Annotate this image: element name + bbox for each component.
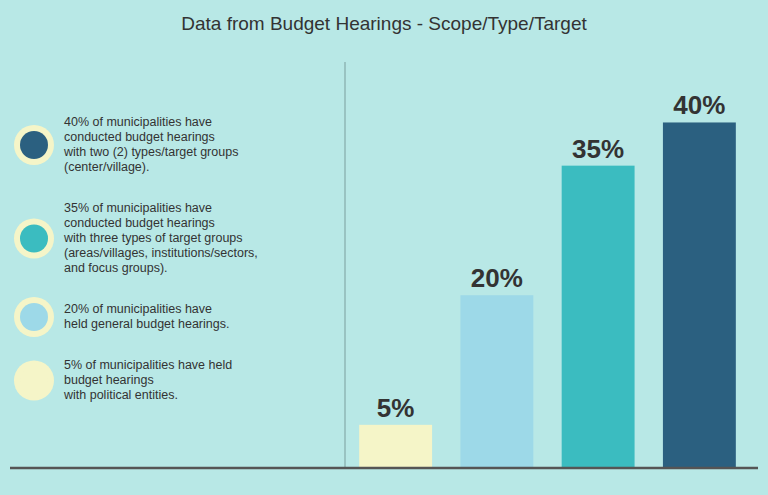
annotation-ring [14,125,54,165]
annotation-marker [20,367,48,395]
annotation-marker [20,225,48,253]
chart: Data from Budget Hearings - Scope/Type/T… [0,0,768,495]
data-label: 5% [377,393,415,423]
annotation-line: with three types of target groups [63,231,243,245]
annotation-line: 20% of municipalities have [64,302,212,316]
annotation-line: (center/village). [64,160,149,174]
annotation-ring [14,361,54,401]
data-label: 40% [673,90,725,120]
annotation-line: 5% of municipalities have held [64,358,232,372]
annotation-line: conducted budget hearings [64,130,215,144]
annotation-line: with two (2) types/target groups [63,145,238,159]
annotation-marker [20,131,48,159]
baseline [10,467,758,470]
annotation-ring [14,219,54,259]
annotation-line: and focus groups). [64,261,168,275]
annotation-ring [14,297,54,337]
annotation: 40% of municipalities haveconducted budg… [63,115,238,174]
y-axis-line [345,62,346,468]
annotation-line: budget hearings [64,373,154,387]
annotation-line: with political entities. [63,388,178,402]
title: Data from Budget Hearings - Scope/Type/T… [181,13,587,34]
annotation-line: (areas/villages, institutions/sectors, [64,246,258,260]
data-labels: 5% 20% 35% 40% [377,90,726,422]
annotation-line: held general budget hearings. [64,317,229,331]
bars [359,122,736,468]
bar [663,122,736,468]
annotations: 40% of municipalities haveconducted budg… [14,115,258,402]
annotation-line: conducted budget hearings [64,216,215,230]
bar [460,295,533,468]
data-label: 35% [572,134,624,164]
bar [562,166,635,468]
data-label: 20% [471,263,523,293]
annotation-marker [20,303,48,331]
annotation: 20% of municipalities haveheld general b… [64,302,229,331]
bar [359,425,432,468]
annotation-line: 40% of municipalities have [64,115,212,129]
annotation-line: 35% of municipalities have [64,201,212,215]
annotation: 5% of municipalities have heldbudget hea… [63,358,232,402]
annotation: 35% of municipalities haveconducted budg… [63,201,258,275]
